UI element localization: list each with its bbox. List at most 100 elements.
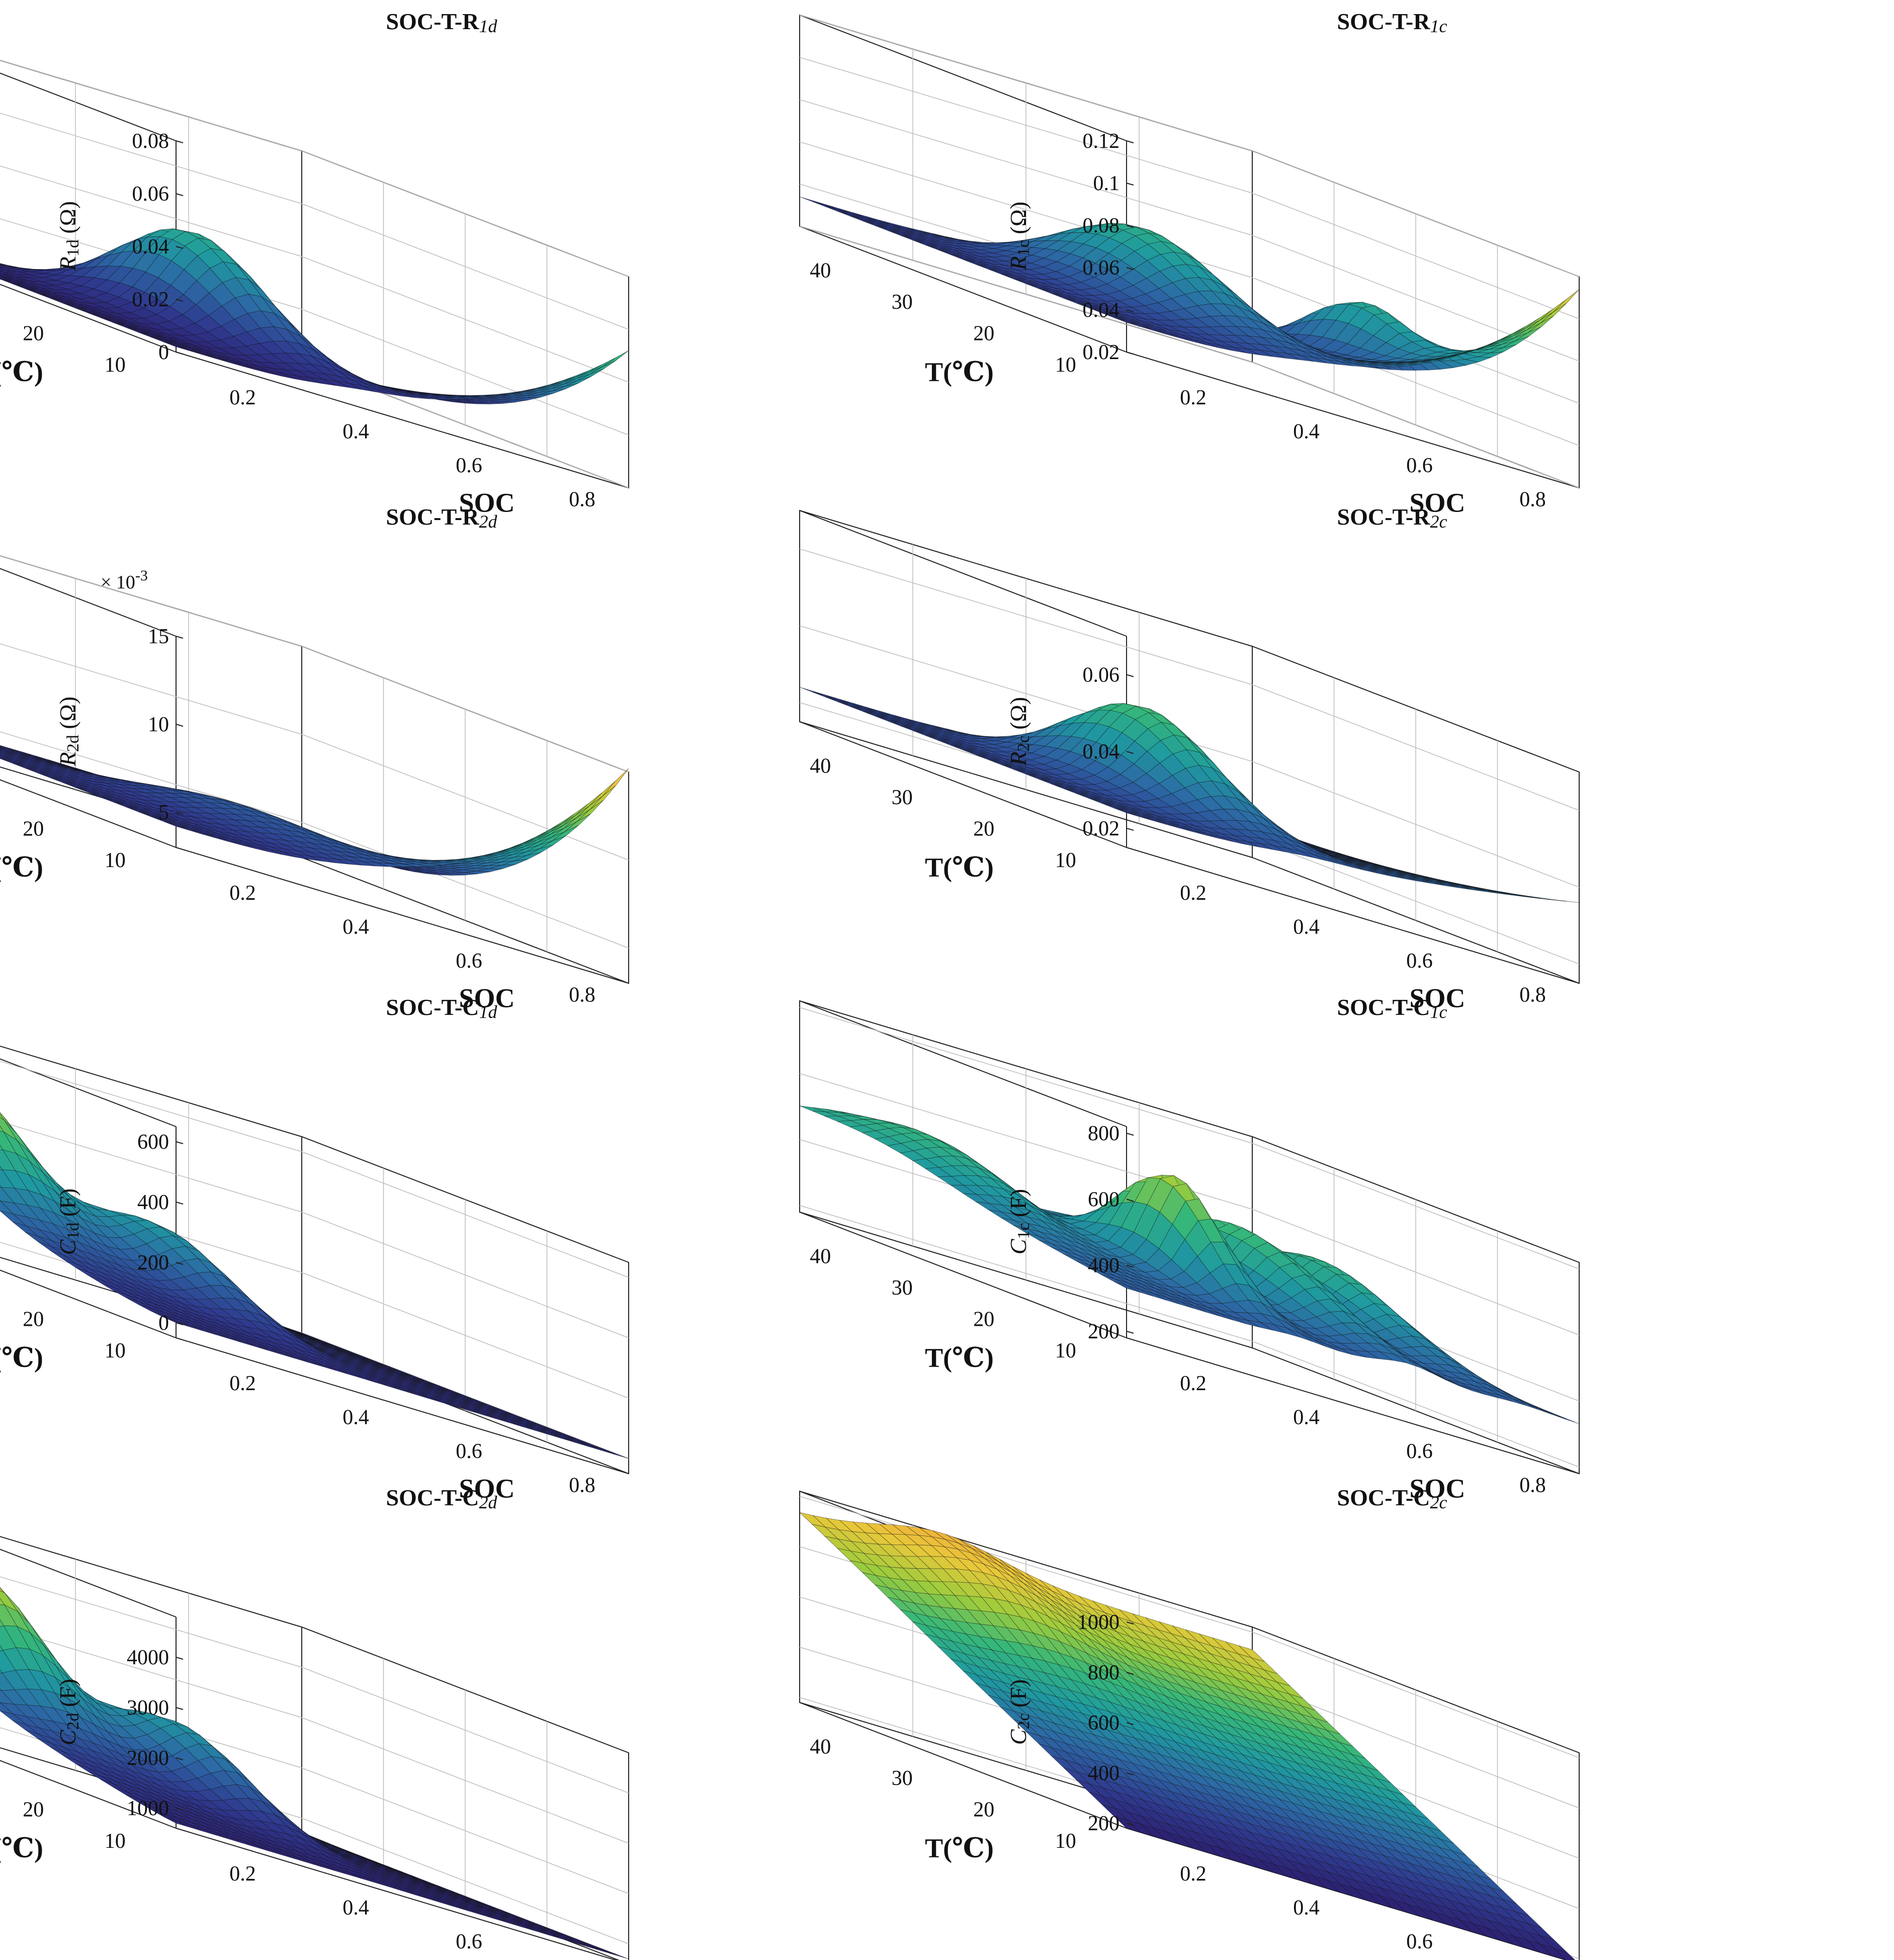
soc-tick-label: 0.6 [456, 1440, 482, 1463]
soc-tick-label: 0.2 [229, 1372, 256, 1395]
surface-cell [602, 350, 629, 367]
soc-tick-label: 0.4 [342, 915, 369, 939]
grid-walls [799, 14, 1580, 489]
t-tick-label: 10 [105, 849, 126, 872]
z-tick-label: 0.08 [132, 130, 169, 153]
z-axis-ticks: 0 0.02 0.04 0.06 0.08 [132, 130, 184, 364]
t-tick-label: 30 [892, 291, 913, 314]
soc-tick-label: 0.8 [569, 1474, 595, 1497]
t-tick-label: 40 [810, 754, 831, 778]
soc-axis-ticks: 0.2 0.4 0.6 0.8 [1180, 386, 1546, 512]
t-axis-title: T(℃) [0, 1343, 43, 1373]
surface-cell [589, 781, 616, 806]
soc-tick-label: 0.4 [342, 1406, 369, 1429]
t-tick-label: 20 [23, 817, 44, 840]
t-tick-label: 10 [105, 354, 126, 377]
chart-panel-C1d: 02004006000.20.40.60.810203040SOCT(℃)C1d… [0, 994, 629, 1503]
z-axis-title: R1d (Ω) [55, 201, 82, 271]
soc-tick-label: 0.4 [1293, 915, 1320, 939]
t-tick-label: 20 [973, 322, 994, 345]
soc-axis-title: SOC [1409, 487, 1465, 518]
chart-panel-C1c: 2004006008000.20.40.60.810203040SOCT(℃)C… [799, 994, 1580, 1503]
surface-cell [1553, 289, 1580, 312]
z-tick-label: 0 [158, 1312, 169, 1335]
t-tick-label: 20 [23, 1308, 44, 1331]
chart-panel-R2c: 0.020.040.060.20.40.60.810203040SOCT(℃)R… [799, 504, 1580, 1013]
z-tick-label: 400 [137, 1191, 169, 1214]
z-tick-label: 600 [137, 1131, 169, 1154]
z-tick-label: 0.04 [1083, 740, 1120, 763]
z-tick-label: 0.04 [132, 235, 169, 259]
surface-mesh [0, 745, 629, 876]
soc-tick-label: 0.6 [456, 454, 482, 477]
t-tick-label: 30 [892, 786, 913, 809]
surface-mesh [0, 1112, 629, 1459]
chart-title: SOC-T-R1d [386, 9, 498, 36]
t-tick-label: 10 [1055, 354, 1076, 377]
z-tick-label: 200 [137, 1251, 169, 1274]
surface-cell [1539, 299, 1566, 320]
z-tick-label: 0.02 [1083, 341, 1120, 364]
soc-tick-label: 0.2 [229, 882, 256, 905]
z-tick-label: 0.02 [1083, 817, 1120, 840]
soc-tick-label: 0.8 [1519, 488, 1546, 511]
soc-tick-label: 0.6 [1406, 454, 1433, 477]
z-tick-label: 0.1 [1093, 172, 1120, 195]
z-tick-label: 0.02 [132, 288, 169, 311]
z-tick-label: 0.06 [1083, 257, 1120, 280]
surface-mesh [799, 687, 1580, 903]
soc-axis-title: SOC [459, 487, 514, 518]
soc-tick-label: 0.6 [456, 950, 482, 973]
surface-cell [1553, 899, 1580, 903]
t-tick-label: 10 [1055, 849, 1076, 872]
z-axis-title: C1d (F) [55, 1188, 82, 1255]
z-tick-label: 10 [148, 713, 169, 736]
t-axis-title: T(℃) [0, 357, 43, 387]
soc-tick-label: 0.8 [569, 983, 595, 1006]
z-axis-title: R1c (Ω) [1005, 202, 1033, 271]
t-axis-title: T(℃) [925, 357, 994, 387]
surface-mesh [799, 196, 1580, 371]
t-tick-label: 10 [105, 1339, 126, 1362]
z-tick-label: 15 [148, 625, 169, 648]
t-tick-label: 20 [23, 322, 44, 345]
soc-tick-label: 0.2 [1180, 882, 1207, 905]
soc-tick-label: 0.4 [1293, 420, 1320, 443]
surface-cell [1540, 303, 1567, 323]
t-tick-label: 20 [973, 817, 994, 840]
grid-walls [0, 555, 629, 984]
soc-tick-label: 0.2 [229, 386, 256, 409]
surface-cell [602, 768, 629, 796]
surface-cell [590, 360, 617, 374]
soc-axis-ticks: 0.2 0.4 0.6 0.8 [229, 386, 595, 512]
z-tick-label: 0 [158, 341, 169, 364]
t-axis-title: T(℃) [925, 853, 994, 883]
grid-walls [0, 59, 629, 489]
z-tick-label: 0.06 [132, 183, 169, 206]
z-tick-label: 5 [158, 801, 169, 824]
soc-tick-label: 0.4 [342, 420, 369, 443]
z-tick-label: 0.08 [1083, 214, 1120, 237]
soc-tick-label: 0.6 [1406, 950, 1433, 973]
soc-tick-label: 0.8 [1519, 983, 1546, 1006]
surface-cell [602, 1450, 629, 1459]
chart-panel-R1d: 00.020.040.060.080.20.40.60.810203040SOC… [0, 9, 629, 518]
t-axis-ticks: 10 20 30 40 [810, 259, 1076, 377]
soc-tick-label: 0.8 [569, 488, 595, 511]
z-tick-label: 0.06 [1083, 663, 1120, 687]
chart-panel-R1c: 0.020.040.060.080.10.120.20.40.60.810203… [799, 9, 1580, 518]
z-tick-label: 0.12 [1083, 130, 1120, 153]
soc-tick-label: 0.2 [1180, 386, 1207, 409]
z-axis-title: R2c (Ω) [1005, 697, 1033, 766]
z-axis-title: R2d (Ω) [55, 697, 82, 766]
surface-mesh [0, 228, 629, 404]
t-axis-title: T(℃) [0, 853, 43, 883]
chart-title: SOC-T-R1c [1337, 9, 1447, 36]
t-tick-label: 40 [810, 259, 831, 282]
surface-cell [590, 785, 617, 810]
z-axis-ticks: 0.020.040.060.080.10.12 [1083, 130, 1134, 364]
z-exponent-label: × 10-3 [101, 567, 148, 593]
